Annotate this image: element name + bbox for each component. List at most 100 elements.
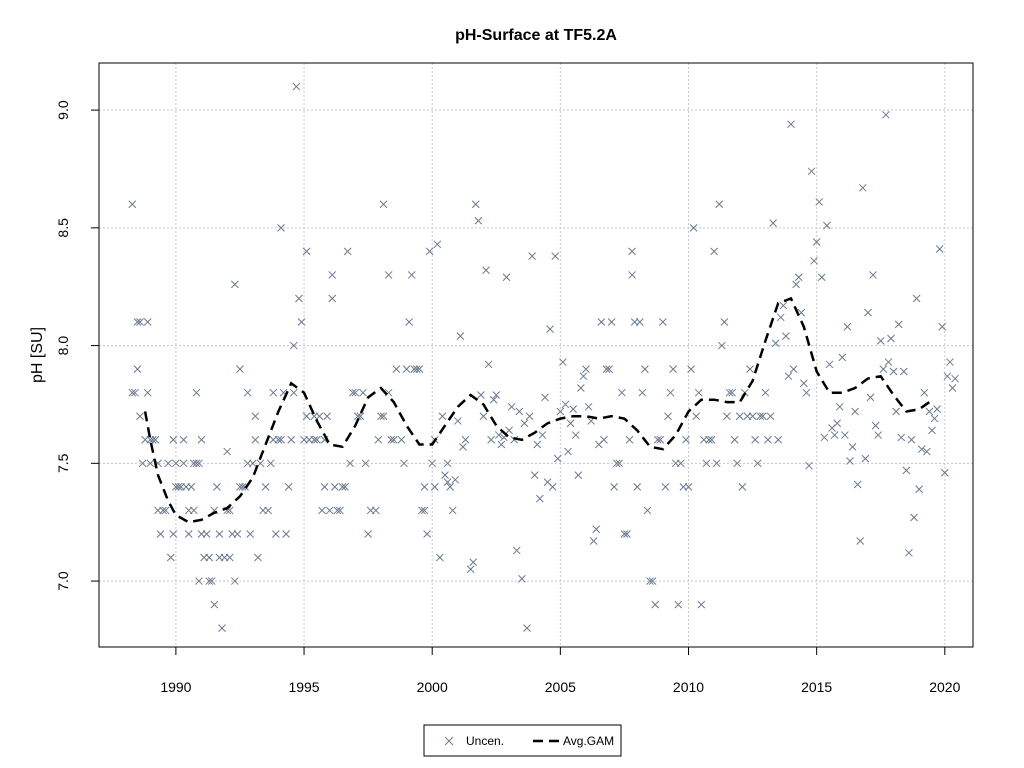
data-point-248 [684,483,693,491]
data-point-182 [518,574,526,583]
data-point-140 [415,365,424,373]
data-point-98 [310,435,319,444]
data-point-4 [133,365,142,373]
data-point-300 [817,273,826,282]
data-point-214 [600,435,608,444]
data-point-265 [728,388,736,397]
data-point-29 [179,435,188,444]
data-point-17 [156,530,165,538]
data-point-336 [910,513,918,522]
data-point-86 [284,483,293,491]
data-point-210 [589,537,598,545]
data-point-269 [738,483,747,491]
data-point-257 [707,435,716,444]
data-point-92 [297,318,306,326]
data-point-261 [717,341,726,350]
data-point-89 [289,341,298,350]
data-point-337 [912,294,921,303]
data-point-272 [746,365,754,373]
data-point-318 [864,308,872,317]
data-point-137 [407,271,416,279]
data-point-282 [771,339,780,348]
legend-box [423,724,622,757]
data-point-40 [197,435,206,444]
data-point-312 [848,442,857,451]
data-point-303 [825,360,834,369]
data-point-273 [748,412,757,421]
data-point-142 [420,483,429,491]
x-tick-label-6: 2020 [929,679,960,695]
data-point-99 [313,435,321,444]
data-point-134 [400,459,408,468]
data-point-77 [266,459,275,468]
data-point-299 [815,198,824,206]
y-tick-label-4: 9.0 [55,100,71,120]
data-point-323 [876,337,885,345]
data-point-203 [571,431,580,439]
data-point-260 [715,200,724,209]
data-point-160 [459,442,467,451]
data-point-285 [779,301,788,310]
data-point-112 [341,483,349,491]
data-point-200 [564,447,572,456]
data-point-150 [436,553,444,562]
data-point-315 [856,537,865,545]
data-point-6 [136,412,144,421]
data-point-52 [218,624,226,633]
legend: Uncen. Avg.GAM [423,724,622,757]
data-point-287 [784,372,793,381]
data-point-211 [592,525,601,534]
data-point-43 [202,530,211,538]
data-point-195 [551,252,560,260]
data-point-174 [497,440,506,449]
data-point-311 [846,457,854,465]
y-axis: 7.0 7.5 8.0 8.5 9.0 [55,100,99,591]
data-point-75 [261,483,270,491]
data-point-296 [807,167,816,176]
x-tick-label-4: 2010 [673,679,704,695]
data-point-45 [205,553,214,562]
data-point-105 [325,506,334,515]
data-point-19 [161,506,170,515]
data-point-241 [666,388,675,397]
data-point-88 [289,388,298,397]
data-point-2 [131,388,139,397]
data-point-216 [605,365,613,373]
data-point-204 [574,471,583,479]
data-point-163 [469,558,478,567]
data-point-330 [894,320,903,329]
data-point-123 [371,506,380,515]
data-point-198 [559,358,567,366]
data-point-132 [392,365,401,373]
uncen-points [128,82,959,633]
data-point-152 [441,471,449,479]
data-point-329 [892,407,900,416]
data-point-14 [151,435,160,444]
data-point-23 [169,530,178,538]
data-point-33 [187,483,196,491]
data-point-224 [625,435,634,444]
data-point-3 [133,318,142,326]
data-point-316 [858,183,867,192]
data-point-135 [402,365,411,373]
data-point-267 [733,459,742,468]
data-point-157 [451,475,460,484]
data-point-220 [615,459,624,468]
data-point-295 [805,461,813,470]
data-point-124 [374,435,383,444]
data-point-10 [143,388,152,397]
data-point-276 [756,412,765,421]
data-point-5 [136,318,144,326]
legend-uncen-marker [444,736,454,746]
data-point-148 [430,483,439,491]
data-point-141 [418,506,426,515]
data-point-55 [223,447,232,456]
data-point-297 [810,256,818,265]
data-point-32 [184,530,193,538]
data-point-159 [456,332,465,341]
data-point-201 [566,419,575,428]
data-point-202 [569,405,578,414]
data-point-95 [302,412,311,421]
data-point-25 [172,459,180,468]
